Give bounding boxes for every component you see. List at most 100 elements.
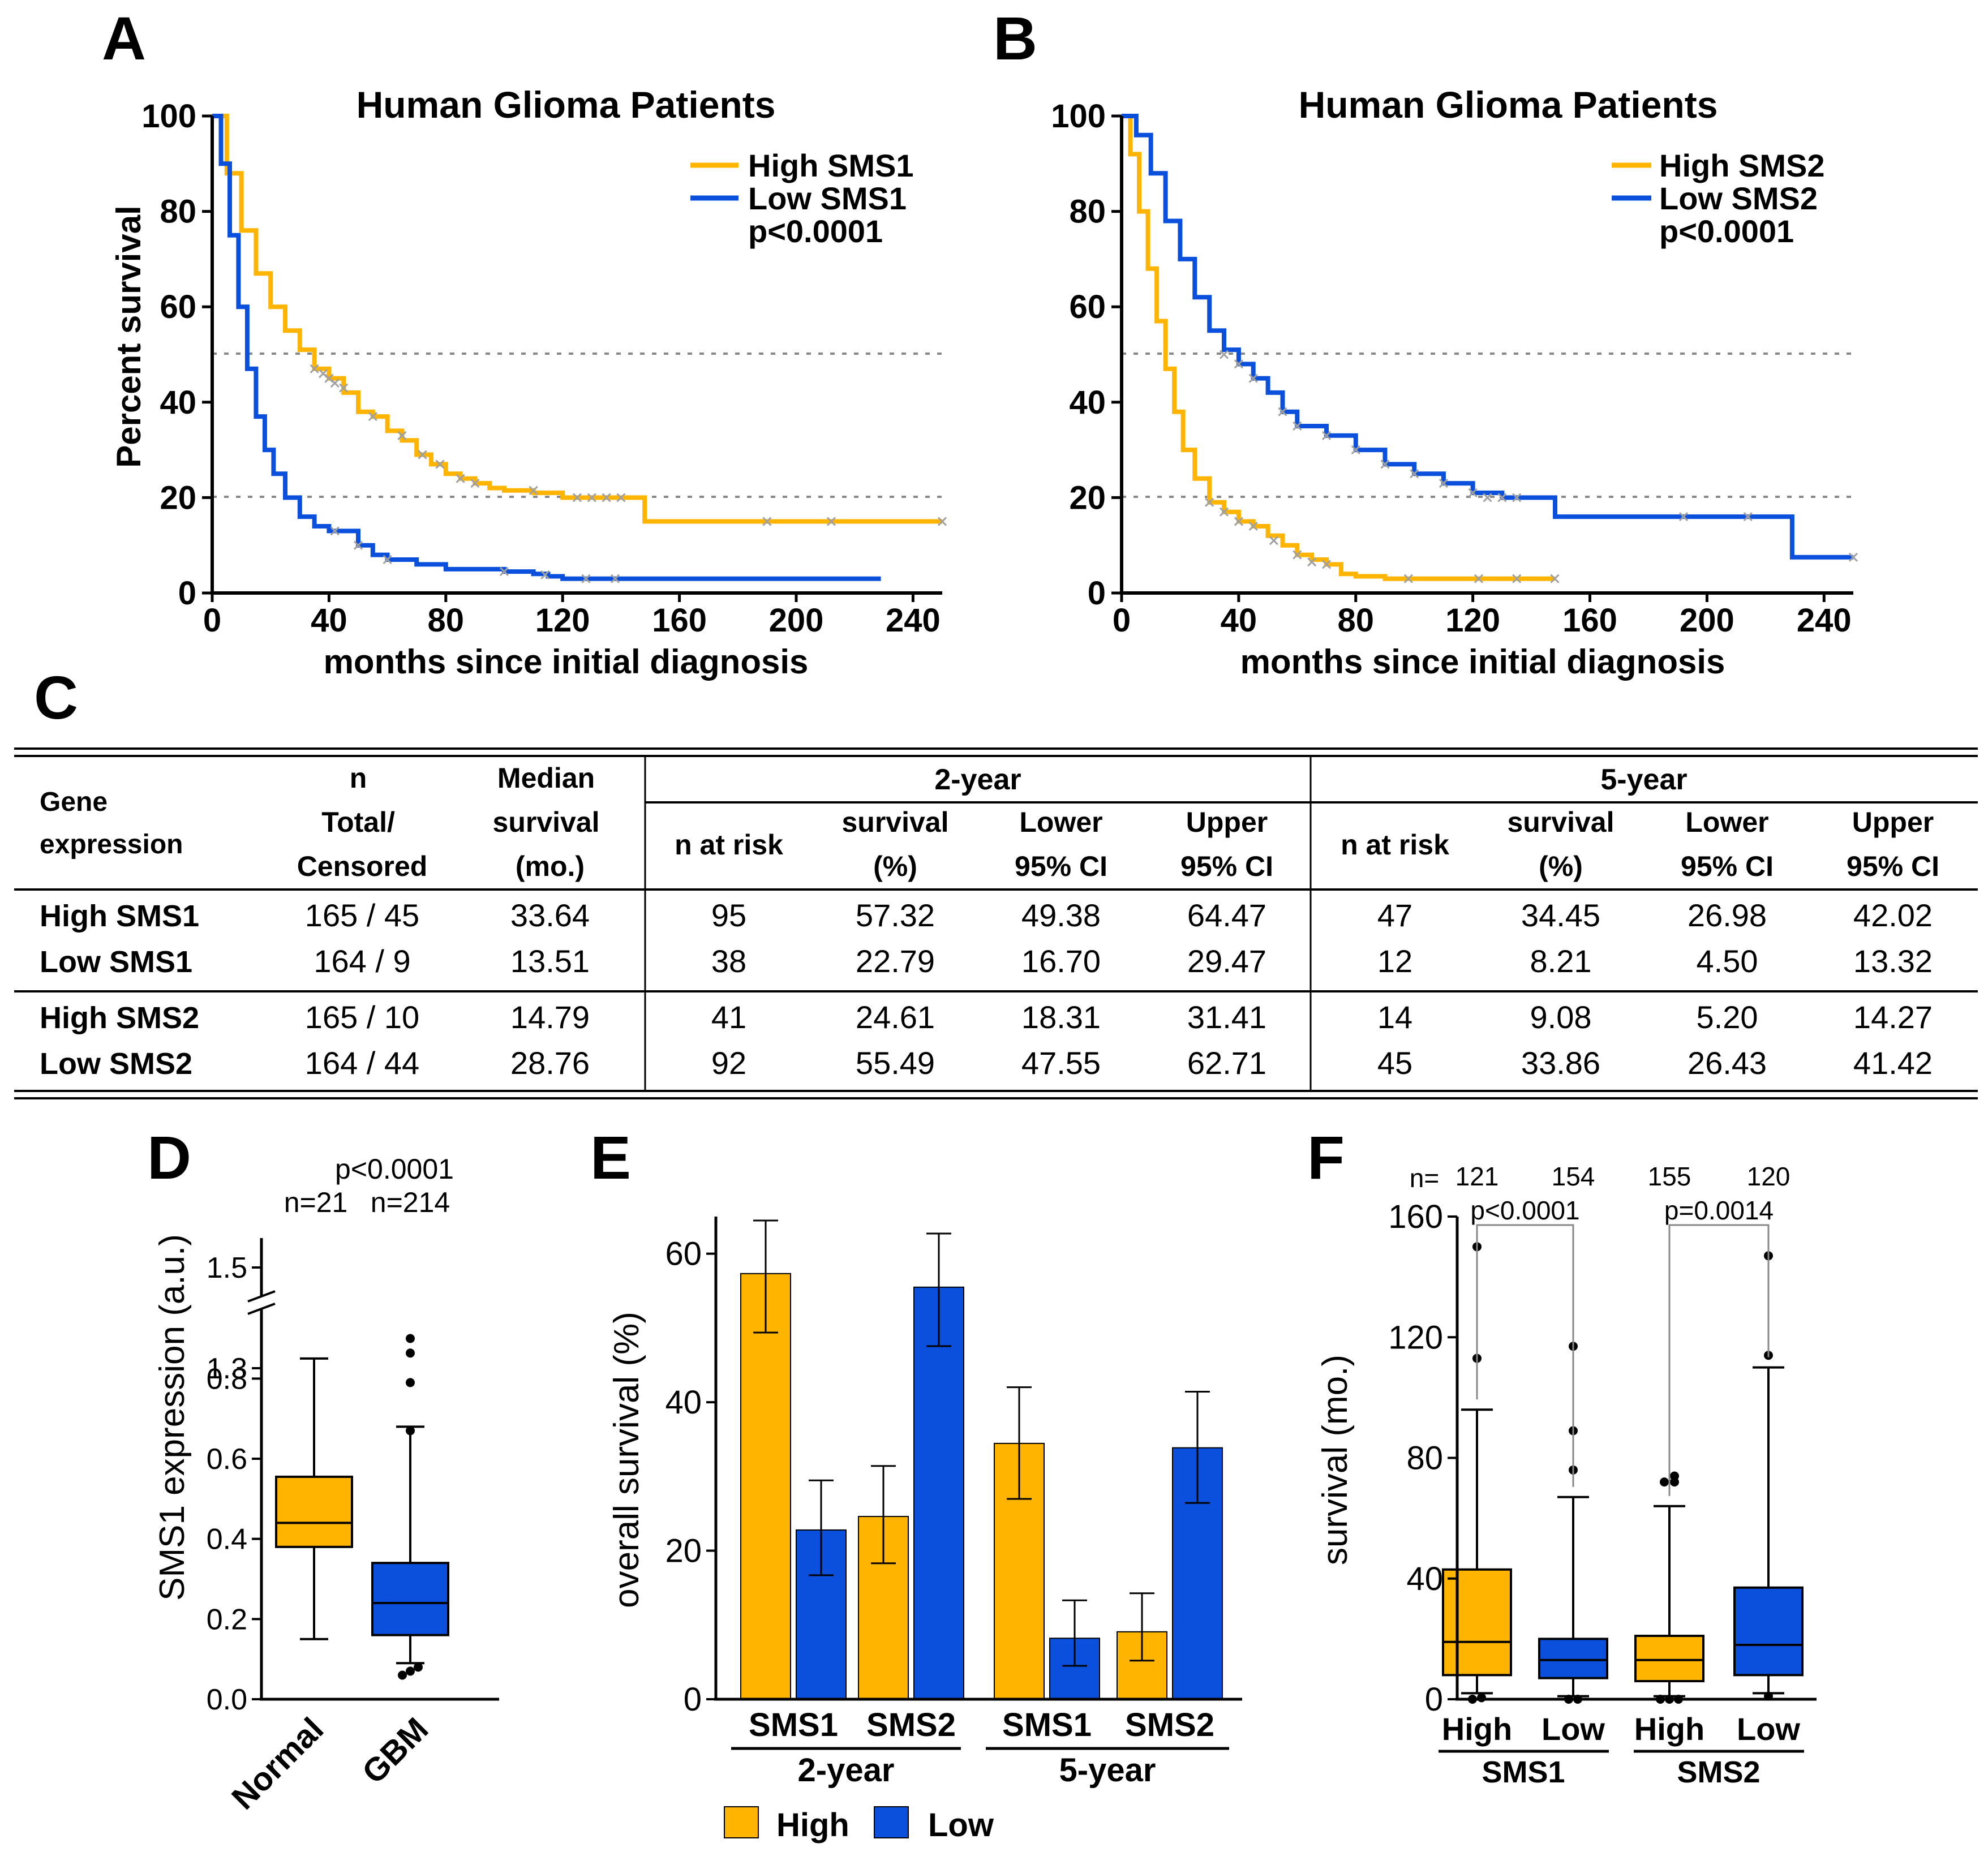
box-d-box-gbm bbox=[371, 1562, 449, 1636]
km-a-curve-high-sms1 bbox=[212, 114, 942, 524]
th-median-line3: (mo.) bbox=[516, 850, 585, 882]
km-a-ytick-label-100: 100 bbox=[141, 98, 196, 135]
table-cell-2y-3-0: 92 bbox=[711, 1045, 746, 1081]
km-b-x-label: months since initial diagnosis bbox=[1240, 643, 1725, 681]
table-cell-5y-1-0: 12 bbox=[1377, 943, 1412, 979]
bar-e-ticks: 0 20 40 60 bbox=[665, 1236, 716, 1718]
km-a-ticks: 0 40 80 120 160 200 240 0 20 40 60 80 100 bbox=[141, 98, 941, 639]
box-f-n-low-sms1: 154 bbox=[1552, 1162, 1595, 1191]
km-a-ytick-label-80: 80 bbox=[160, 194, 196, 230]
th-5y-col-0: n at risk bbox=[1341, 829, 1449, 861]
km-a-xtick-label-200: 200 bbox=[769, 602, 824, 639]
bar-e-legend-low-swatch bbox=[874, 1806, 909, 1838]
km-a-x-label: months since initial diagnosis bbox=[324, 643, 809, 681]
box-d-n-normal: n=21 bbox=[284, 1187, 348, 1218]
box-f-n-prefix: n= bbox=[1410, 1163, 1439, 1193]
bar-e-plot: SMS1 SMS2 SMS1 SMS2 bbox=[740, 1219, 1223, 1743]
box-d-axis-break-1 bbox=[247, 1290, 276, 1303]
box-f-n-low-sms2: 120 bbox=[1747, 1162, 1791, 1191]
km-a-ytick-label-20: 20 bbox=[160, 479, 196, 516]
box-f-cat-label-high-sms1: High bbox=[1442, 1711, 1512, 1747]
table-body: High SMS1 165 / 45 33.64 95 57.32 49.38 64.47 4… bbox=[40, 897, 1933, 1081]
box-d-outlier-gbm-2 bbox=[414, 1662, 423, 1672]
table-cell-2y-1-1: 22.79 bbox=[856, 943, 935, 979]
km-b-xtick-label-240: 240 bbox=[1797, 602, 1852, 639]
th-line: 95% CI bbox=[1180, 850, 1273, 882]
bar-e-group-2-year: 2-year bbox=[798, 1752, 895, 1789]
box-f-box-high-sms1 bbox=[1442, 1568, 1512, 1677]
km-a-legend-low: Low SMS1 bbox=[748, 181, 907, 216]
km-a-censor-low-sms1-4 bbox=[540, 570, 550, 580]
box-f-outlier-high-sms2-4 bbox=[1660, 1477, 1669, 1487]
km-b-ticks: 0 40 80 120 160 200 240 0 20 40 60 80 100 bbox=[1051, 98, 1851, 639]
th-line: 95% CI bbox=[1681, 850, 1774, 882]
km-b-pvalue: p<0.0001 bbox=[1659, 213, 1794, 249]
table-cell-n-0: 165 / 45 bbox=[305, 897, 419, 933]
box-d-ytick-label-1.3: 1.3 bbox=[207, 1352, 247, 1385]
th-median-line1: Median bbox=[497, 762, 595, 794]
table-cell-5y-0-2: 26.98 bbox=[1688, 897, 1767, 933]
table-cell-2y-3-2: 47.55 bbox=[1021, 1045, 1101, 1081]
table-cell-5y-2-0: 14 bbox=[1377, 999, 1412, 1035]
box-d-axis-break-2 bbox=[247, 1303, 276, 1315]
km-b-ytick-label-40: 40 bbox=[1069, 384, 1106, 421]
table-cell-2y-3-1: 55.49 bbox=[856, 1045, 935, 1081]
bar-e-group-5-year: 5-year bbox=[1059, 1752, 1156, 1789]
bar-e-cat-label-3: SMS2 bbox=[1125, 1707, 1214, 1743]
box-f-outlier-high-sms2-5 bbox=[1670, 1471, 1679, 1481]
th-median-line2: survival bbox=[493, 806, 600, 838]
km-a-censor-high-sms1-18 bbox=[937, 517, 947, 526]
km-a-censor-low-sms1-1 bbox=[353, 540, 363, 550]
box-d-ytick-label-0.4: 0.4 bbox=[207, 1523, 247, 1556]
box-f-group-sms1: SMS1 bbox=[1482, 1755, 1565, 1789]
table-cell-2y-3-3: 62.71 bbox=[1187, 1045, 1266, 1081]
km-b-censor-high-sms2-10 bbox=[1512, 574, 1522, 583]
table-cell-2y-0-1: 57.32 bbox=[856, 897, 935, 933]
bar-e-legend-low: Low bbox=[928, 1807, 994, 1844]
km-a-censor-high-sms1-3 bbox=[330, 379, 340, 388]
km-b-xtick-label-40: 40 bbox=[1221, 602, 1257, 639]
table-cell-5y-2-1: 9.08 bbox=[1530, 999, 1592, 1035]
km-b-censor-high-sms2-8 bbox=[1403, 574, 1413, 583]
km-a-title: Human Glioma Patients bbox=[357, 84, 776, 126]
box-f-pvalue-1: p=0.0014 bbox=[1664, 1196, 1774, 1225]
box-f-ytick-label-160: 160 bbox=[1388, 1198, 1443, 1235]
th-2y-col-0: n at risk bbox=[675, 829, 783, 861]
box-f-ytick-label-40: 40 bbox=[1406, 1561, 1443, 1597]
km-b-xtick-label-200: 200 bbox=[1680, 602, 1734, 639]
km-a-ytick-label-60: 60 bbox=[160, 289, 196, 325]
km-b-censor-low-sms2-5 bbox=[1321, 431, 1332, 440]
th-5y-col-3: Upper 95% CI bbox=[1847, 806, 1939, 882]
box-f-ytick-label-120: 120 bbox=[1388, 1319, 1443, 1356]
table-cell-median-0: 33.64 bbox=[510, 897, 590, 933]
th-5y-col-2: Lower 95% CI bbox=[1681, 806, 1774, 882]
panel-a: A Human Glioma Patients 0 40 80 120 160 200 24… bbox=[102, 4, 947, 681]
box-d-ytick-label-0.6: 0.6 bbox=[207, 1443, 247, 1476]
th-5y-col-1: survival (%) bbox=[1507, 806, 1614, 882]
box-d-cat-gbm: GBM bbox=[355, 1711, 436, 1791]
panel-e: E SMS1 SMS2 SMS1 SMS2 0 20 40 60 overall survi… bbox=[590, 1123, 1242, 1844]
km-a-plot bbox=[212, 114, 947, 583]
th-n-total-censored: n Total/ Censored bbox=[297, 762, 428, 882]
box-f-ytick-label-0: 0 bbox=[1425, 1681, 1443, 1718]
box-d-n-gbm: n=214 bbox=[371, 1187, 450, 1218]
box-d-plot bbox=[275, 1334, 449, 1680]
km-a-xtick-label-0: 0 bbox=[203, 602, 221, 639]
table-cell-5y-1-2: 4.50 bbox=[1697, 943, 1758, 979]
km-b-censor-high-sms2-2 bbox=[1234, 517, 1243, 526]
km-b-plot bbox=[1122, 114, 1858, 583]
th-line: survival bbox=[1507, 806, 1614, 838]
km-a-censor-high-sms1-16 bbox=[762, 517, 772, 526]
table-group-5-year: 5-year bbox=[1600, 763, 1687, 796]
th-line: (%) bbox=[873, 850, 917, 882]
km-b-xtick-label-80: 80 bbox=[1338, 602, 1375, 639]
panel-letter-a: A bbox=[102, 4, 146, 72]
km-a-xtick-label-160: 160 bbox=[652, 602, 707, 639]
th-line: Lower bbox=[1019, 806, 1102, 838]
km-b-censor-high-sms2-9 bbox=[1474, 574, 1484, 583]
km-a-censor-high-sms1-0 bbox=[310, 364, 319, 373]
table-cell-5y-3-1: 33.86 bbox=[1521, 1045, 1600, 1081]
bar-e-legend-high-swatch bbox=[724, 1806, 759, 1838]
km-b-ytick-label-100: 100 bbox=[1051, 98, 1106, 135]
